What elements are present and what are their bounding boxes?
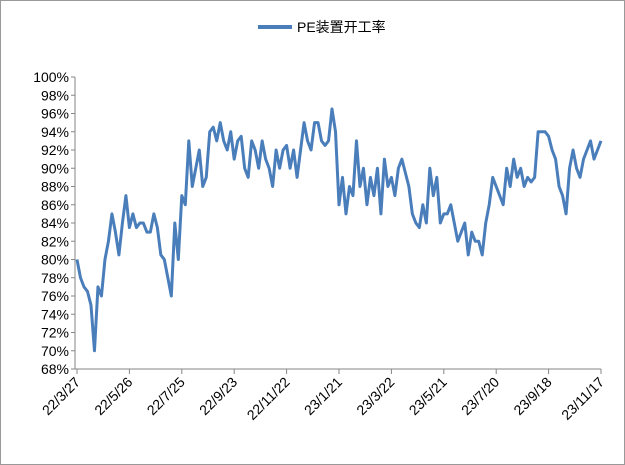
y-tick-label: 90% <box>41 160 69 176</box>
y-tick-label: 74% <box>41 306 69 322</box>
y-tick-label: 72% <box>41 325 69 341</box>
y-tick-label: 92% <box>41 142 69 158</box>
y-tick-label: 96% <box>41 106 69 122</box>
y-tick-label: 100% <box>33 69 69 85</box>
y-tick-label: 98% <box>41 87 69 103</box>
y-tick-label: 68% <box>41 361 69 377</box>
y-tick-label: 94% <box>41 124 69 140</box>
y-tick-label: 76% <box>41 288 69 304</box>
legend-label: PE装置开工率 <box>297 19 386 35</box>
y-tick-label: 88% <box>41 179 69 195</box>
y-tick-label: 82% <box>41 233 69 249</box>
y-tick-label: 84% <box>41 215 69 231</box>
y-tick-label: 80% <box>41 252 69 268</box>
y-tick-label: 86% <box>41 197 69 213</box>
y-tick-label: 70% <box>41 343 69 359</box>
y-tick-label: 78% <box>41 270 69 286</box>
series-line <box>75 107 603 353</box>
